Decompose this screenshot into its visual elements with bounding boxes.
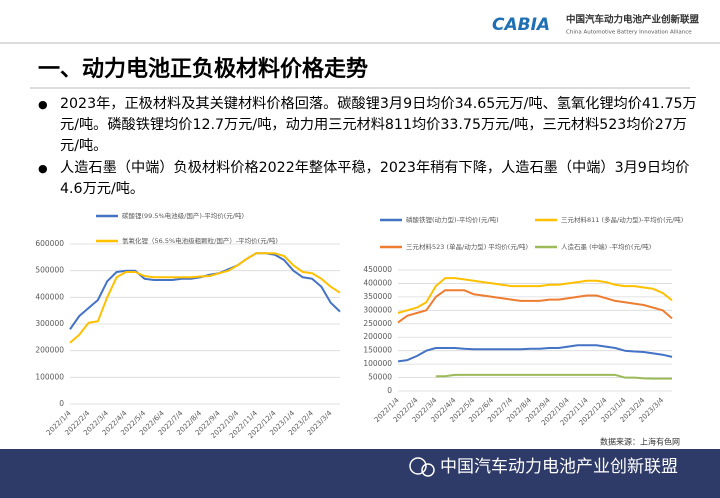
y-tick-label: 500000	[35, 266, 64, 275]
y-tick-label: 100000	[35, 372, 64, 381]
series-line	[435, 373, 672, 380]
bullets: 2023年，正极材料及其关键材料价格回落。碳酸锂3月9日均价34.65元万/吨、…	[38, 94, 700, 201]
y-tick-label: 150000	[363, 346, 392, 355]
y-tick-label: 600000	[35, 239, 64, 248]
series-line	[69, 252, 341, 344]
y-tick-label: 250000	[363, 319, 392, 328]
y-tick-label: 400000	[35, 292, 64, 301]
y-tick-label: 0	[387, 386, 392, 395]
y-tick-label: 300000	[363, 305, 392, 314]
org-cn: 中国汽车动力电池产业创新联盟	[566, 14, 700, 26]
legend-label: 磷酸铁锂(动力型)-平均价(元/吨)	[406, 215, 499, 224]
y-tick-label: 50000	[368, 373, 392, 382]
slide-title: 一、动力电池正负极材料价格走势	[38, 56, 368, 82]
series-line	[397, 289, 673, 324]
legend-label: 碳酸锂(99.5%电池级/国产)-平均价(元/吨)	[122, 211, 244, 220]
wechat-icon	[409, 457, 427, 475]
y-tick-label: 100000	[363, 359, 392, 368]
org-en: China Automotive Battery Innovation Alli…	[566, 30, 692, 36]
footer-text: 中国汽车动力电池产业创新联盟	[440, 457, 678, 477]
y-tick-label: 200000	[363, 332, 392, 341]
y-tick-label: 400000	[363, 278, 392, 287]
y-tick-label: 0	[59, 399, 64, 408]
y-tick-label: 450000	[363, 265, 392, 274]
y-tick-label: 350000	[363, 292, 392, 301]
legend-label: 三元材料523 (单晶/动力型) 平均价(元/吨)	[406, 242, 528, 251]
bullet: 人造石墨（中端）负极材料价格2022年整体平稳，2023年稍有下降，人造石墨（中…	[38, 158, 700, 200]
wechat-icon	[421, 463, 435, 477]
legend-label: 氢氧化锂（56.5%电池级粗颗粒/国产）-平均价(元/吨)	[122, 236, 278, 245]
series-line	[397, 344, 673, 363]
footer-bar	[0, 449, 720, 498]
bullet: 2023年，正极材料及其关键材料价格回落。碳酸锂3月9日均价34.65元万/吨、…	[38, 94, 700, 157]
logo: CABIA	[492, 15, 550, 35]
series-line	[397, 277, 673, 314]
y-tick-label: 200000	[35, 346, 64, 355]
source: 数据来源：上海有色网	[600, 437, 680, 447]
legend-label: 人造石墨 (中端) -平均价(元/吨)	[561, 242, 651, 251]
legend-label: 三元材料811 (多晶/动力型)-平均价(元/吨)	[561, 215, 683, 224]
y-tick-label: 300000	[35, 319, 64, 328]
